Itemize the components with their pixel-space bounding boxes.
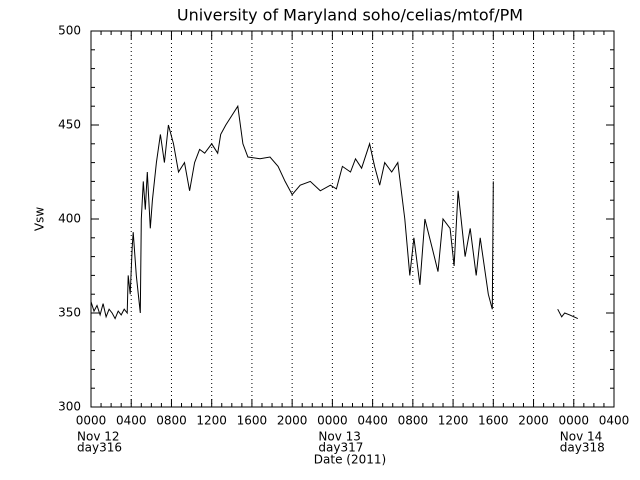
data-line [90,104,579,320]
y-tick-label: 400 [58,212,81,226]
plot-frame [90,30,615,408]
y-tick-label: 350 [58,306,81,320]
x-tick-label: 1600 [237,414,268,428]
x-day-label: day316 [77,441,122,455]
x-tick-label: 0000 [76,414,107,428]
x-tick-label: 1200 [438,414,469,428]
chart-title: University of Maryland soho/celias/mtof/… [177,6,523,25]
x-day-label: day318 [560,441,605,455]
x-tick-label: 0400 [599,414,630,428]
y-axis-label: Vsw [33,207,47,231]
x-date-label: Nov 12 [77,430,120,444]
x-axis-label: Date (2011) [314,453,386,467]
y-tick-label: 300 [58,400,81,414]
x-date-label: Nov 13 [318,430,361,444]
x-tick-label: 2000 [277,414,308,428]
x-tick-label: 0400 [116,414,147,428]
x-tick-label: 1600 [478,414,509,428]
x-tick-label: 0800 [156,414,187,428]
x-day-label: day317 [318,441,363,455]
x-tick-label: 0800 [398,414,429,428]
x-tick-label: 2000 [518,414,549,428]
y-tick-label: 500 [58,24,81,38]
x-date-label: Nov 14 [560,430,603,444]
y-tick-label: 450 [58,118,81,132]
x-tick-label: 0000 [558,414,589,428]
x-tick-label: 1200 [196,414,227,428]
x-tick-label: 0400 [357,414,388,428]
x-tick-label: 0000 [317,414,348,428]
